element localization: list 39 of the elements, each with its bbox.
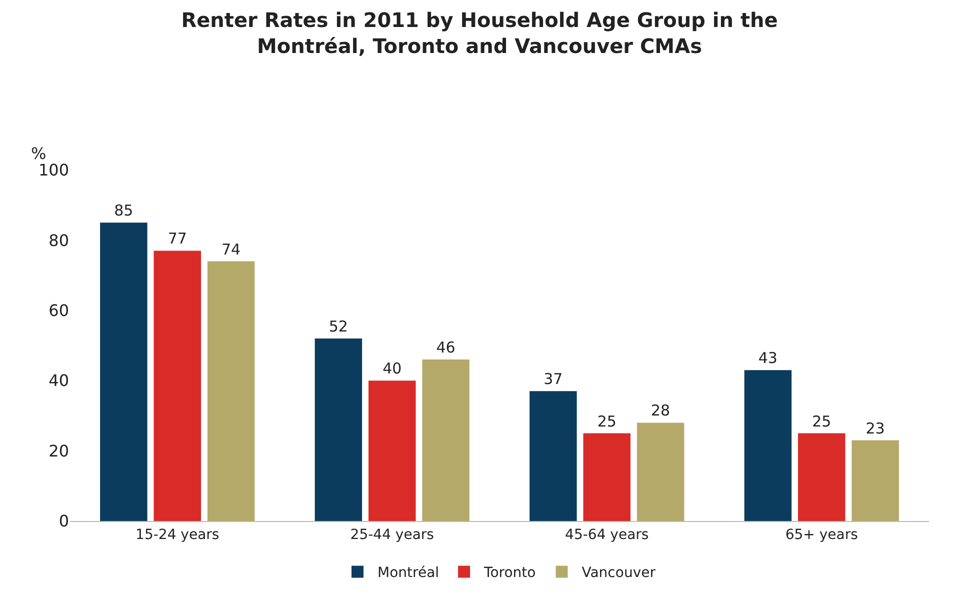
bar xyxy=(744,370,792,521)
data-label: 74 xyxy=(222,240,241,258)
chart-title: Renter Rates in 2011 by Household Age Group in the Montréal, Toronto and Vancouver CMAs xyxy=(181,8,778,58)
y-tick-label: 40 xyxy=(48,371,69,390)
x-tick-label: 15-24 years xyxy=(136,526,220,543)
bar xyxy=(583,433,630,521)
data-label: 37 xyxy=(544,370,563,388)
bar xyxy=(368,380,416,521)
y-tick-label: 80 xyxy=(48,230,69,250)
legend-label: Vancouver xyxy=(582,565,656,582)
bar xyxy=(154,250,201,521)
legend-label: Toronto xyxy=(483,565,536,582)
bar xyxy=(852,440,899,521)
data-label: 43 xyxy=(758,349,778,368)
bar xyxy=(530,391,577,521)
bar xyxy=(422,360,470,521)
data-label: 77 xyxy=(168,230,187,248)
bar xyxy=(207,261,255,521)
x-tick-label: 65+ years xyxy=(785,526,858,543)
y-tick-label: 20 xyxy=(48,441,69,460)
x-tick-label: 25-44 years xyxy=(350,526,434,543)
y-tick-label: 60 xyxy=(48,301,69,320)
legend-label: Montréal xyxy=(378,565,440,582)
data-label: 52 xyxy=(328,317,348,336)
y-tick-label: 100 xyxy=(38,160,69,180)
data-label: 25 xyxy=(597,412,616,430)
data-label: 85 xyxy=(114,202,134,220)
bar xyxy=(798,433,846,521)
data-label: 40 xyxy=(382,360,402,378)
bar xyxy=(636,422,684,521)
data-label: 25 xyxy=(812,412,832,430)
bar xyxy=(314,338,362,521)
bar xyxy=(100,222,148,521)
y-axis-title: % xyxy=(31,144,46,163)
y-tick-label: 0 xyxy=(58,512,69,531)
data-label: 28 xyxy=(651,402,670,420)
data-label: 23 xyxy=(866,419,885,438)
data-label: 46 xyxy=(436,338,456,357)
x-tick-label: 45-64 years xyxy=(565,526,649,543)
